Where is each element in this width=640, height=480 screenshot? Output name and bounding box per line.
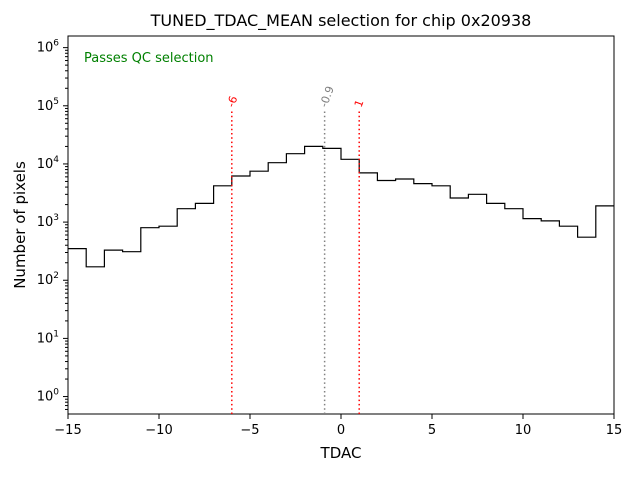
y-tick-label: 100 [37, 388, 60, 405]
chart-title: TUNED_TDAC_MEAN selection for chip 0x209… [150, 11, 532, 30]
cut-line-label-1: -0.9 [317, 84, 337, 109]
qc-status-text: Passes QC selection [84, 51, 214, 66]
y-tick-label: 105 [37, 97, 59, 114]
x-tick-label: 10 [515, 423, 532, 438]
y-axis-label: Number of pixels [11, 161, 29, 289]
x-tick-label: 0 [337, 423, 345, 438]
cut-line-label-0: -6 [224, 94, 240, 109]
x-tick-label: 15 [606, 423, 623, 438]
x-axis-label: TDAC [320, 444, 362, 462]
x-tick-label: −10 [145, 423, 172, 438]
axes-frame [67, 35, 615, 415]
histogram-step [68, 145, 614, 268]
x-tick-label: 5 [428, 423, 436, 438]
y-tick-label: 101 [37, 329, 59, 346]
y-tick-label: 106 [37, 39, 60, 56]
y-tick-label: 103 [37, 213, 59, 230]
x-tick-label: −15 [54, 423, 81, 438]
cut-line-label-2: 1 [352, 98, 367, 109]
y-tick-label: 104 [37, 155, 60, 172]
x-tick-label: −5 [240, 423, 259, 438]
y-tick-label: 102 [37, 271, 59, 288]
